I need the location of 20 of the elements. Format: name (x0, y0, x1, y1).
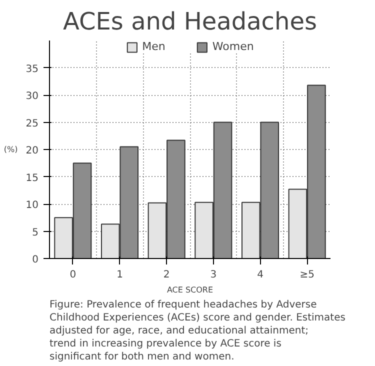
legend-label: Women (212, 40, 254, 53)
x-tick-label: 1 (116, 270, 123, 280)
y-axis-title: (%) (4, 145, 18, 154)
y-tick-label: 5 (32, 227, 39, 238)
x-tick-label: 4 (257, 270, 264, 280)
x-tick-label: ≥5 (300, 270, 314, 280)
y-tick-label: 30 (26, 91, 39, 102)
y-tick-label: 15 (26, 172, 39, 184)
chart-title: ACEs and Headaches (63, 8, 317, 36)
y-tick-label: 20 (26, 146, 39, 156)
x-tick-label: 3 (210, 270, 217, 280)
y-tick-label: 0 (32, 254, 39, 266)
y-tick-label: 25 (26, 118, 39, 130)
x-tick-label: 0 (70, 270, 76, 280)
y-tick-label: 35 (26, 64, 39, 75)
x-axis-title: ACE SCORE (166, 286, 214, 294)
y-tick-label: 10 (26, 200, 39, 211)
legend-label: Men (142, 40, 166, 53)
x-tick-label: 2 (163, 270, 170, 280)
text: Figure: Prevalence of frequent headaches by Adverse Childhood Experiences (ACEs) score and gender. Estimates adjusted for age, race, and educational attainment; trend in increasing prevalence by ACE score is significant for both men and women. (50, 300, 346, 362)
